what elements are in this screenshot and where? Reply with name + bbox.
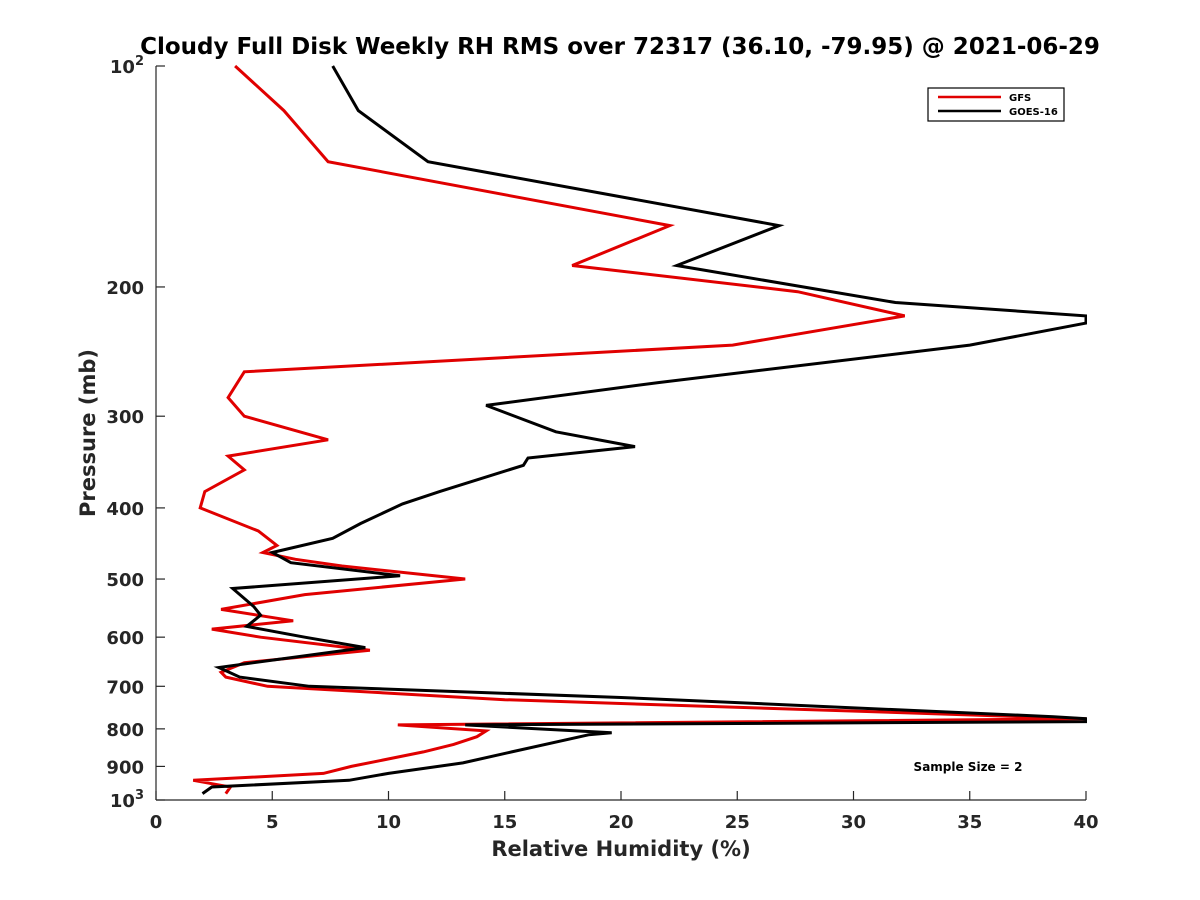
x-tick-label: 40 <box>1073 812 1098 833</box>
y-tick-label: 400 <box>106 499 144 520</box>
legend-label: GFS <box>1009 93 1031 104</box>
x-tick-label: 20 <box>608 812 633 833</box>
y-tick-label: 800 <box>106 720 144 741</box>
y-tick-label: 900 <box>106 757 144 778</box>
x-axis-label: Relative Humidity (%) <box>491 837 750 861</box>
x-tick-label: 35 <box>957 812 982 833</box>
series-line-goes-16 <box>201 65 1087 795</box>
y-tick-label: 102 <box>110 54 144 78</box>
y-tick-label: 700 <box>106 677 144 698</box>
y-axis-label-group: Pressure (mb) <box>76 349 100 517</box>
y-tick-label: 103 <box>110 788 144 812</box>
x-tick-label: 0 <box>150 812 163 833</box>
sample-size-annotation: Sample Size = 2 <box>914 760 1023 774</box>
y-tick-base: 10 <box>110 791 135 812</box>
legend-box <box>927 87 1065 122</box>
legend-label: GOES-16 <box>1009 107 1058 118</box>
y-axis-label: Pressure (mb) <box>76 349 100 517</box>
plot-area: 0 5 10 15 20 25 30 35 40102200300400500600700800… <box>106 54 1098 833</box>
y-tick-label: 300 <box>106 407 144 428</box>
x-tick-label: 25 <box>725 812 750 833</box>
series-line-gfs <box>192 64 1087 795</box>
chart-title: Cloudy Full Disk Weekly RH RMS over 7231… <box>140 34 1100 60</box>
x-tick-label: 15 <box>492 812 517 833</box>
y-tick-label: 500 <box>106 570 144 591</box>
y-tick-label: 200 <box>106 278 144 299</box>
x-tick-label: 10 <box>376 812 401 833</box>
y-tick-label: 600 <box>106 628 144 649</box>
x-tick-label: 30 <box>841 812 866 833</box>
y-tick-exponent: 2 <box>135 54 144 69</box>
x-tick-label: 5 <box>266 812 279 833</box>
legend: GFS GOES-16 <box>927 87 1065 122</box>
y-tick-base: 10 <box>110 57 135 78</box>
y-tick-exponent: 3 <box>135 788 144 803</box>
